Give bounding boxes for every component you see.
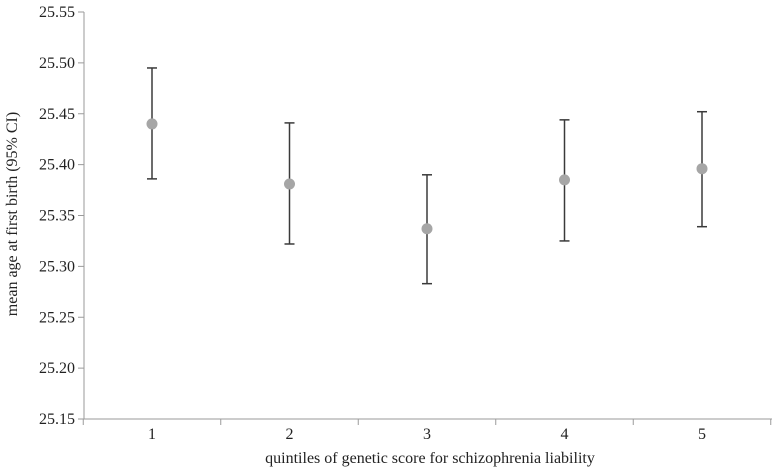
- data-point-group: [146, 67, 158, 180]
- y-tick-label: 25.45: [39, 106, 75, 123]
- y-tick-label: 25.15: [39, 411, 75, 428]
- data-point-marker: [146, 118, 158, 130]
- x-tick-label: 1: [148, 426, 156, 443]
- data-point-group: [559, 119, 570, 242]
- data-point-marker: [284, 178, 295, 190]
- data-series: [146, 67, 708, 285]
- data-point-group: [696, 110, 708, 228]
- data-point-group: [284, 122, 295, 245]
- axes: [83, 12, 772, 420]
- x-axis-ticks: 1 2 3 4 5: [82, 419, 772, 443]
- x-axis-title: quintiles of genetic score for schizophr…: [265, 450, 595, 467]
- y-tick-label: 25.55: [39, 4, 75, 21]
- y-tick-label: 25.35: [39, 208, 75, 225]
- data-point-group: [421, 174, 433, 285]
- y-axis-title: mean age at first birth (95% CI): [4, 112, 21, 316]
- x-tick-label: 5: [698, 426, 706, 443]
- y-tick-label: 25.25: [39, 309, 75, 326]
- x-tick-label: 2: [286, 426, 294, 443]
- data-point-marker: [696, 163, 708, 175]
- y-tick-label: 25.50: [39, 55, 75, 72]
- x-tick-label: 4: [561, 426, 569, 443]
- y-tick-label: 25.40: [39, 157, 75, 174]
- data-point-marker: [559, 174, 570, 186]
- x-tick-label: 3: [423, 426, 431, 443]
- data-point-marker: [421, 223, 433, 235]
- y-axis-ticks: 25.15 25.20 25.25 25.30 25.35 25.40 25.45 25.50…: [39, 4, 84, 428]
- y-tick-label: 25.30: [39, 258, 75, 275]
- y-tick-label: 25.20: [39, 360, 75, 377]
